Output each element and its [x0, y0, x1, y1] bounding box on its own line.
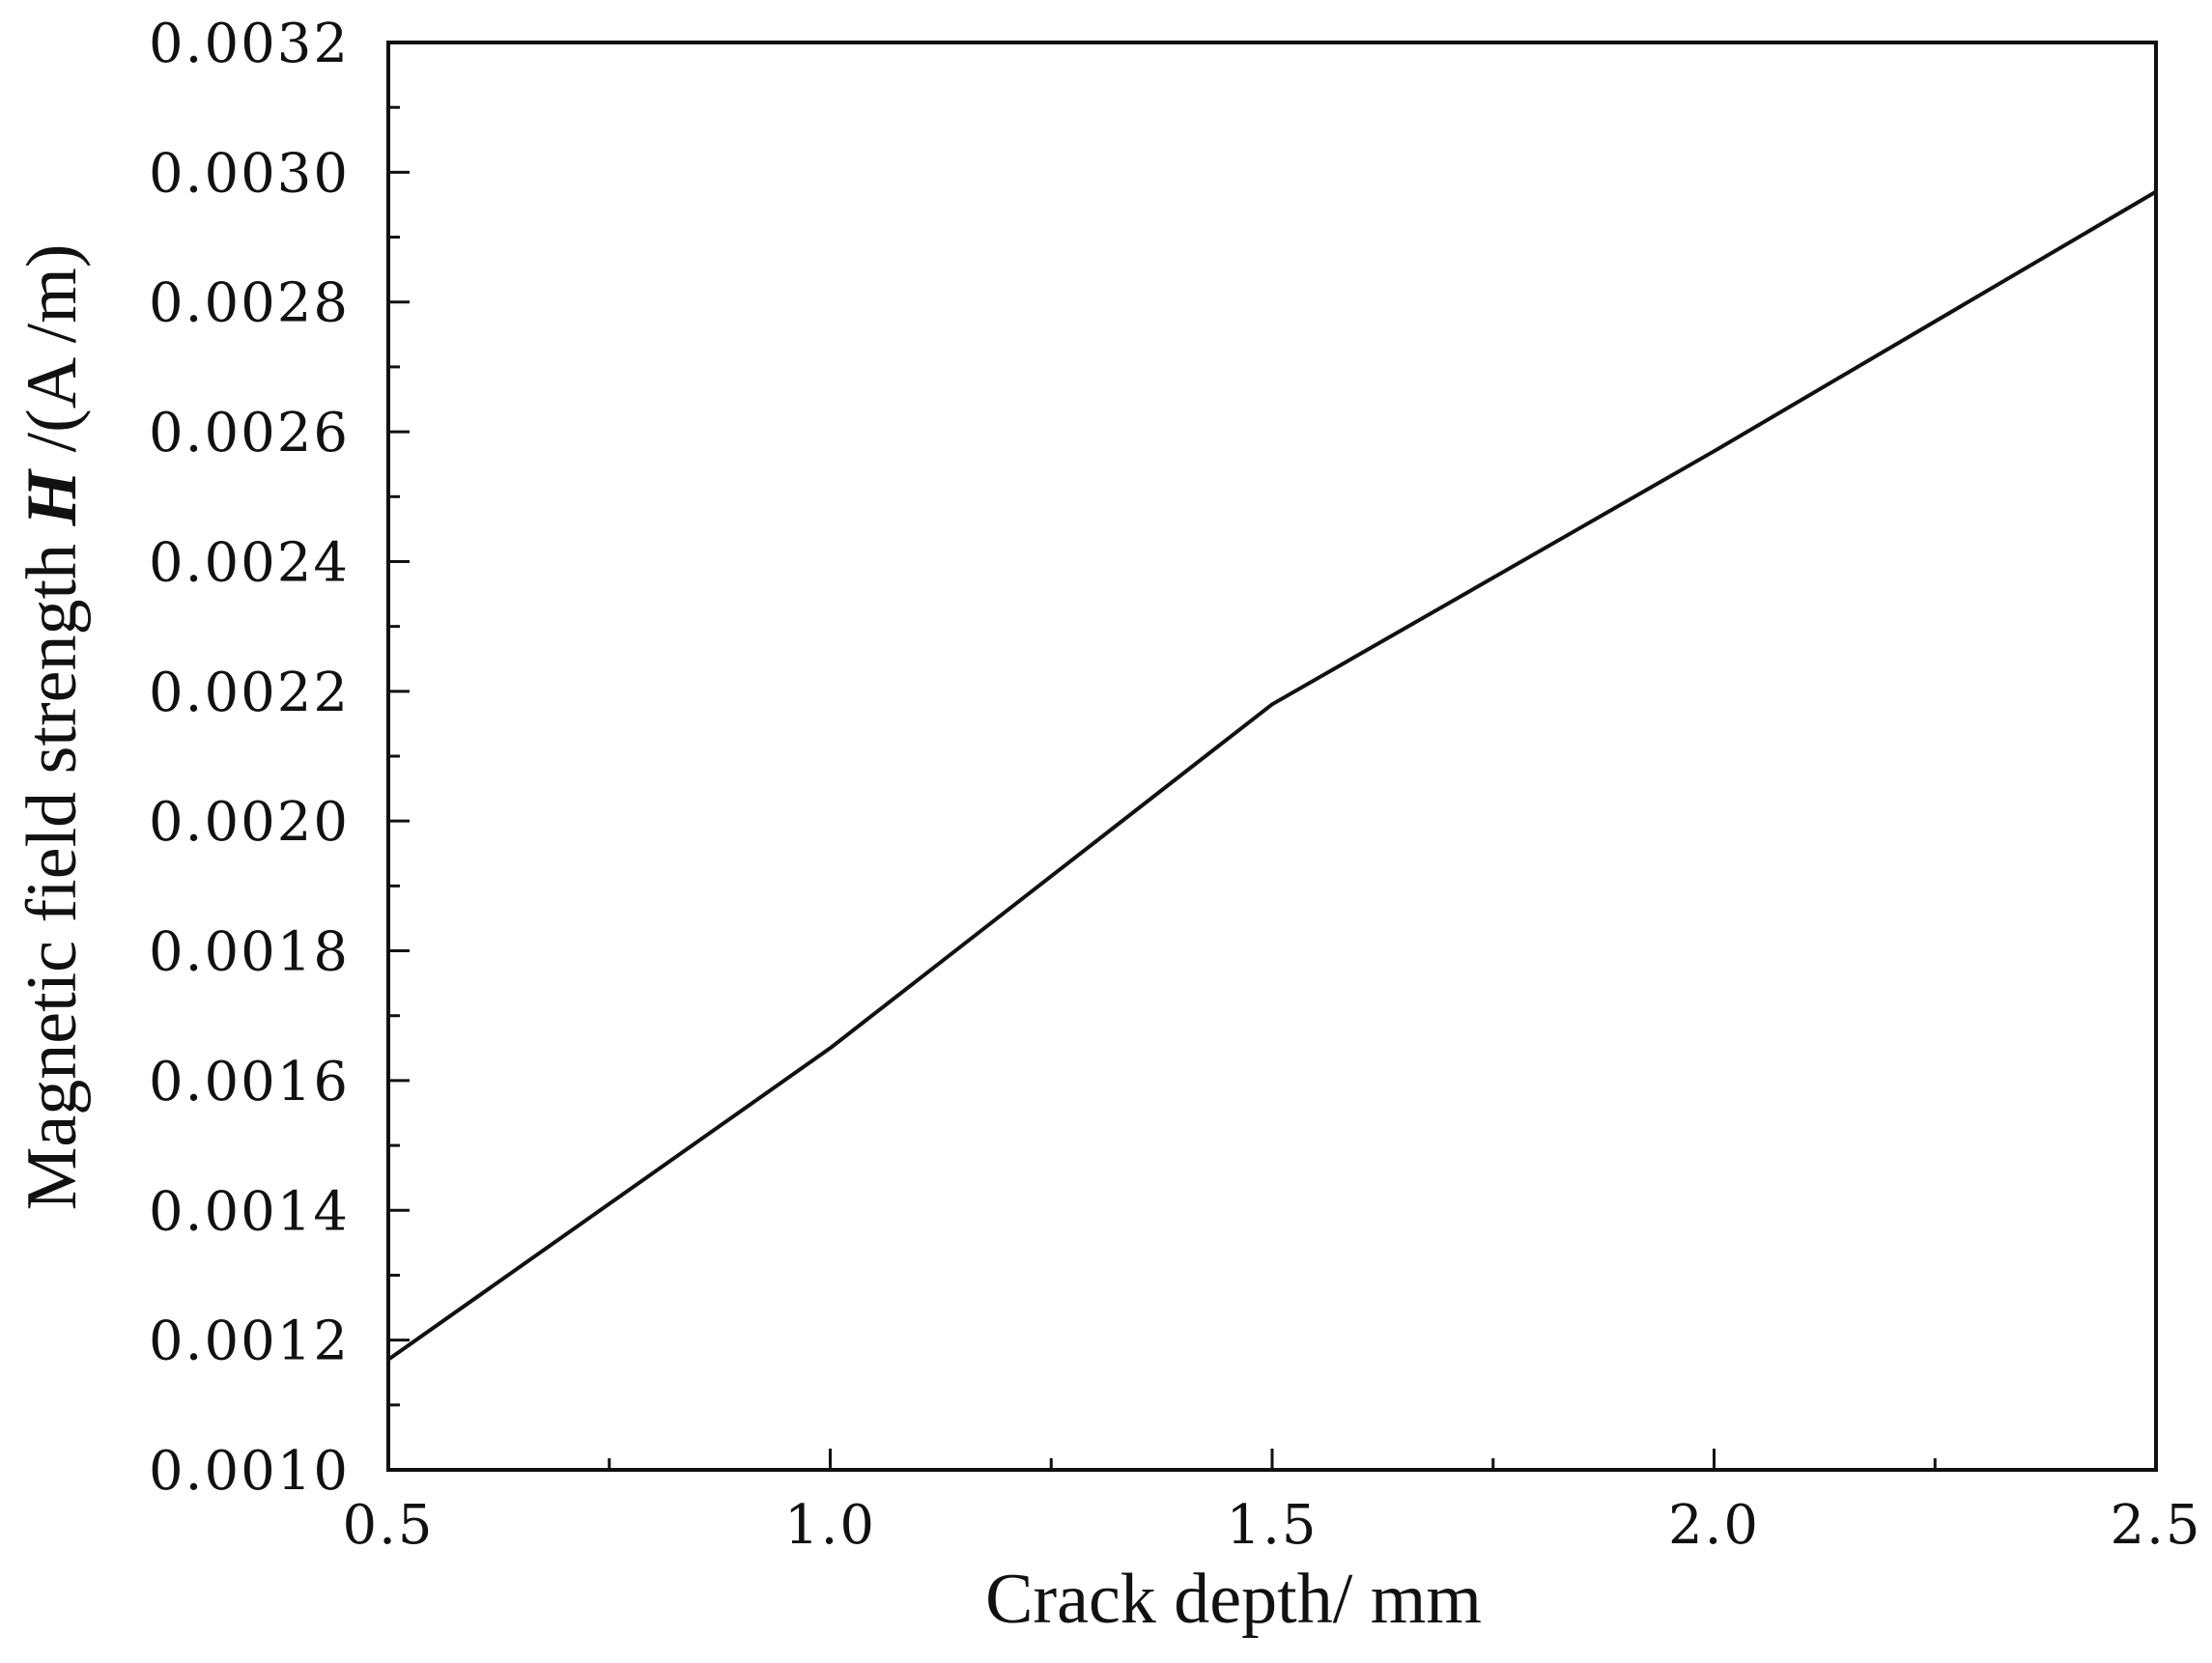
y-axis-title-part-1: Magnetic field strength: [13, 525, 92, 1210]
x-tick-label: 2.0: [1668, 1494, 1760, 1557]
x-tick-label: 0.5: [342, 1494, 434, 1557]
y-tick-label: 0.0024: [149, 531, 350, 594]
y-tick-label: 0.0010: [149, 1440, 350, 1503]
y-tick-label: 0.0028: [149, 272, 350, 335]
plot-frame: [386, 41, 2158, 1472]
y-axis-title-symbol: H: [13, 467, 92, 526]
y-tick-label: 0.0030: [149, 142, 350, 205]
tick-labels-layer: 0.5 1.0 1.5 2.0 2.5 0.0010 0.0012 0.0014 0.0016 0…: [149, 13, 2201, 1557]
x-tick-label: 1.0: [784, 1494, 876, 1557]
x-axis-title: Crack depth/ mm: [985, 1560, 1482, 1639]
ticks-layer: [386, 41, 2158, 1472]
y-axis-title-part-3: /(A /m): [13, 244, 92, 470]
y-tick-label: 0.0018: [149, 921, 350, 984]
y-tick-label: 0.0012: [149, 1311, 350, 1373]
series-layer: [386, 189, 2158, 1362]
series-line-1: [386, 189, 2158, 1362]
y-axis-title: Magnetic field strength H /(A /m): [13, 244, 92, 1211]
y-tick-label: 0.0026: [149, 402, 350, 465]
y-tick-label: 0.0016: [149, 1051, 350, 1113]
y-tick-label: 0.0022: [149, 662, 350, 724]
y-tick-label: 0.0032: [149, 13, 350, 75]
x-tick-label: 1.5: [1226, 1494, 1318, 1557]
y-tick-label: 0.0020: [149, 791, 350, 854]
x-tick-label: 2.5: [2110, 1494, 2201, 1557]
y-tick-label: 0.0014: [149, 1180, 350, 1243]
